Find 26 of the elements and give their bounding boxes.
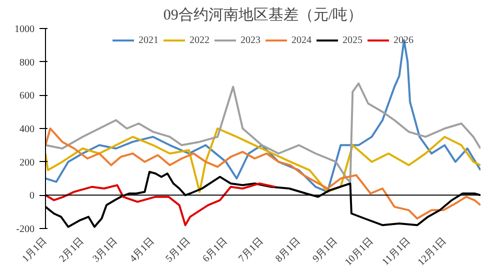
legend-label: 2022: [190, 34, 210, 46]
x-tick-label: 6月1日: [200, 236, 230, 265]
y-tick-label: 800: [20, 57, 34, 68]
y-tick-label: -200: [16, 224, 35, 235]
legend-label: 2026: [394, 34, 414, 46]
y-tick-label: 1000: [14, 24, 34, 35]
x-tick-label: 10月1日: [343, 236, 376, 268]
legend-label: 2023: [240, 34, 260, 46]
chart-title: 09合约河南地区基差（元/吨）: [163, 6, 363, 24]
legend-label: 2021: [138, 34, 158, 46]
x-tick-label: 1月1日: [20, 236, 50, 265]
x-tick-label: 2月1日: [57, 236, 86, 265]
x-tick-label: 8月1日: [274, 236, 303, 265]
x-tick-label: 4月1日: [128, 236, 157, 265]
y-tick-label: 600: [20, 90, 34, 102]
y-tick-label: 200: [20, 157, 34, 168]
x-tick-label: 9月1日: [310, 236, 340, 265]
legend-label: 2025: [342, 34, 362, 46]
x-tick-label: 12月1日: [416, 236, 449, 268]
x-tick-label: 11月1日: [380, 236, 413, 268]
y-tick-label: 400: [20, 124, 34, 135]
legend-label: 2024: [292, 34, 312, 46]
x-tick-label: 5月1日: [164, 236, 193, 265]
x-tick-label: 7月1日: [236, 236, 266, 265]
x-tick-label: 3月1日: [90, 236, 120, 265]
y-tick-label: 0: [30, 190, 34, 202]
